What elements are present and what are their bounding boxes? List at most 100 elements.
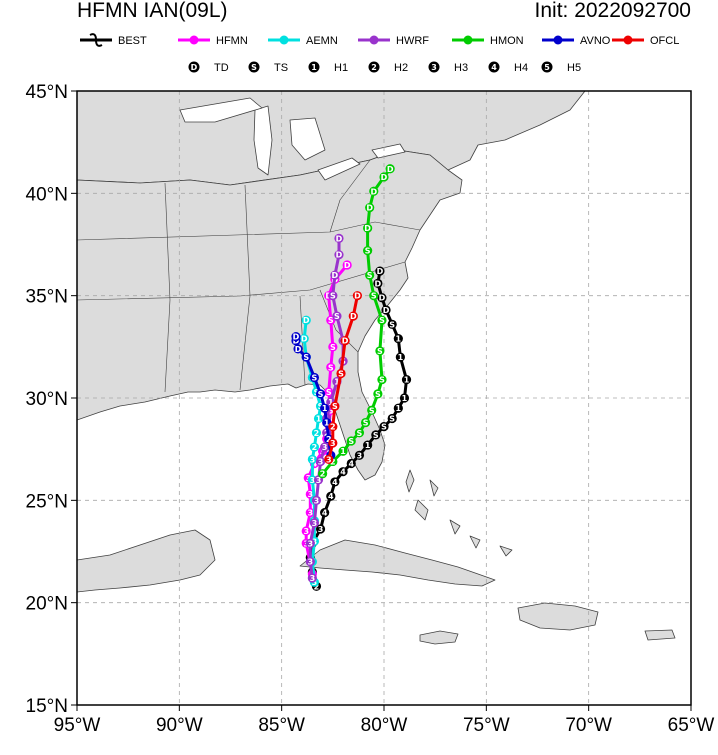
intensity-glyph: 3	[431, 63, 437, 72]
legend-marker	[369, 35, 379, 45]
point-marker	[307, 454, 317, 464]
track-point: D	[379, 172, 389, 182]
point-intensity: 2	[330, 457, 336, 466]
point-intensity: 2	[314, 582, 320, 591]
point-intensity: D	[336, 234, 343, 243]
intensity-label: TD	[214, 62, 229, 74]
point-marker	[393, 334, 403, 344]
point-marker	[330, 477, 340, 487]
point-marker	[328, 438, 338, 448]
track-point: S	[315, 389, 326, 399]
point-intensity: 4	[340, 468, 346, 477]
point-marker	[373, 278, 383, 288]
hurricane-icon	[89, 33, 103, 47]
point-intensity: D	[336, 251, 343, 260]
lat-label: 20°N	[26, 594, 68, 615]
point-intensity: D	[354, 292, 361, 301]
point-marker	[315, 524, 326, 534]
track-point: 1	[395, 352, 405, 362]
point-marker	[301, 526, 311, 536]
point-intensity: 3	[303, 527, 309, 536]
point-marker	[328, 342, 338, 352]
point-intensity: D	[344, 261, 351, 270]
legend-avno: AVNO	[542, 35, 611, 47]
track-point: 1	[401, 374, 412, 385]
point-intensity: S	[328, 363, 334, 372]
point-marker	[352, 291, 362, 301]
point-marker	[301, 315, 311, 325]
track-point: 3	[324, 454, 334, 464]
legend-label: HMON	[490, 35, 524, 47]
cuba	[299, 539, 496, 587]
track-point: D	[334, 233, 344, 243]
track-point: S	[328, 342, 338, 352]
point-marker	[311, 495, 322, 505]
legend-intensity-h2: 2 H2	[368, 61, 408, 74]
map-title: HFMN IAN(09L)	[77, 0, 228, 22]
point-marker	[315, 389, 326, 399]
map-panel: 233334444431SSS11111SDDDD3333334321SSSSS…	[76, 90, 692, 706]
track-point: 3	[315, 524, 326, 534]
track-point: D	[342, 260, 352, 270]
intensity-symbol	[188, 61, 200, 73]
track-point: 4	[326, 491, 336, 501]
point-marker	[332, 311, 342, 321]
point-marker	[301, 352, 311, 362]
legend-intensity-td: D TD	[188, 61, 229, 74]
point-marker	[365, 203, 375, 213]
point-marker	[393, 403, 403, 413]
track-point: D	[293, 344, 303, 354]
track-point: 1	[313, 413, 324, 423]
point-marker	[305, 557, 315, 567]
legend-intensity-h3: 3 H3	[428, 61, 468, 74]
point-marker	[354, 450, 365, 460]
legend-intensity-h5: 5 H5	[541, 61, 581, 74]
track-point: S	[336, 368, 346, 378]
point-intensity: S	[375, 390, 381, 399]
point-marker	[293, 344, 303, 354]
track-point: 1	[399, 393, 410, 403]
point-intensity: S	[312, 374, 318, 383]
intensity-symbol	[248, 61, 260, 73]
track-point: S	[369, 291, 379, 301]
point-intensity: D	[383, 306, 390, 315]
point-marker	[291, 332, 301, 342]
track-point: 3	[305, 508, 315, 518]
puerto-rico	[644, 629, 676, 641]
track-point: 4	[346, 458, 356, 468]
point-intensity: 3	[318, 525, 324, 534]
legend-marker	[189, 35, 199, 45]
point-marker	[342, 260, 352, 270]
lon-label: 95°W	[54, 715, 101, 736]
point-intensity: D	[370, 187, 377, 196]
track-point: 1	[338, 446, 348, 456]
legend-label: AVNO	[580, 35, 611, 47]
point-marker	[309, 442, 320, 452]
hispaniola	[517, 602, 599, 631]
point-intensity: 3	[312, 519, 318, 528]
point-intensity: D	[379, 294, 386, 303]
track-point: 2	[309, 442, 320, 452]
point-intensity: D	[295, 345, 302, 354]
legend-intensity-h1: 1 H1	[308, 61, 348, 74]
point-intensity: 3	[314, 496, 320, 505]
point-intensity: 3	[357, 451, 363, 460]
legend-intensity-ts: S TS	[248, 61, 288, 74]
point-marker	[334, 233, 344, 243]
point-marker	[401, 374, 412, 385]
point-marker	[320, 508, 330, 518]
point-intensity: 4	[328, 492, 334, 501]
init-time: Init: 2022092700	[535, 0, 691, 22]
lon-label: 65°W	[668, 715, 715, 736]
intensity-label: H3	[454, 62, 468, 74]
lat-label: 35°N	[26, 287, 68, 308]
intensity-label: H4	[514, 62, 528, 74]
point-intensity: D	[366, 204, 373, 213]
point-marker	[326, 362, 336, 372]
point-intensity: S	[371, 292, 377, 301]
jamaica	[419, 630, 459, 645]
lon-label: 85°W	[258, 715, 305, 736]
point-marker	[379, 172, 389, 182]
track-point: S	[371, 430, 381, 440]
